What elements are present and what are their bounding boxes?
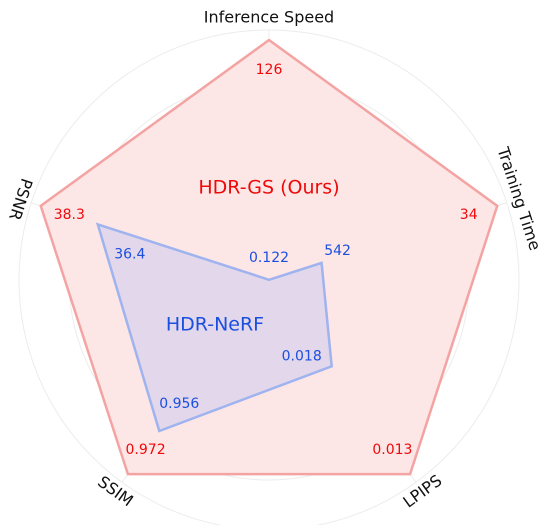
axis-label: PSNR xyxy=(5,176,36,223)
value-label: 0.018 xyxy=(282,348,322,364)
value-label: 0.013 xyxy=(372,442,412,458)
value-label: 0.122 xyxy=(249,250,289,266)
series-name: HDR-GS (Ours) xyxy=(198,177,339,199)
value-label: 0.972 xyxy=(126,442,166,458)
value-label: 34 xyxy=(460,207,478,223)
value-label: 126 xyxy=(256,62,283,78)
value-label: 38.3 xyxy=(54,207,85,223)
series-name: HDR-NeRF xyxy=(166,314,264,336)
series-area xyxy=(95,222,334,433)
axis-label: Inference Speed xyxy=(204,8,334,27)
value-label: 36.4 xyxy=(114,246,145,262)
value-label: 542 xyxy=(324,243,351,259)
value-label: 0.956 xyxy=(159,396,199,412)
axis-label: Training Time xyxy=(493,144,545,253)
